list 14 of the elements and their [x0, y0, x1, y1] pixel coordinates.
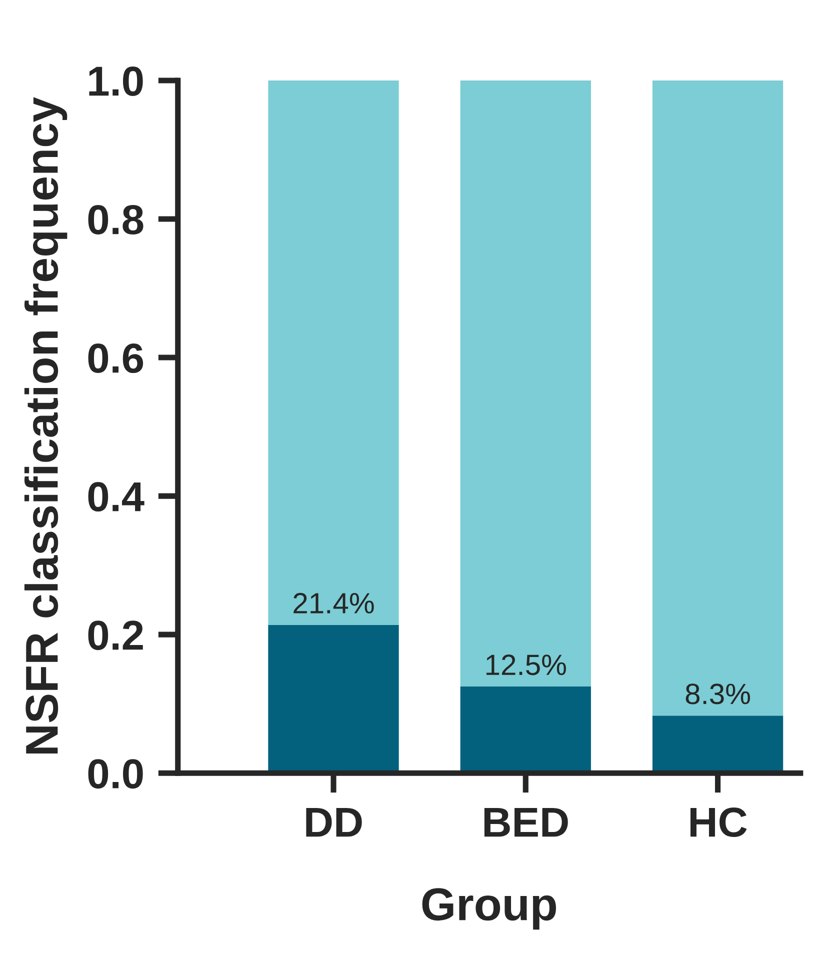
- x-tick-label: DD: [306, 808, 362, 837]
- y-tick-label: 0.6: [88, 344, 144, 374]
- y-tick-label: 0.8: [88, 205, 144, 235]
- data-label: 12.5%: [486, 654, 566, 676]
- x-tick-label: BED: [484, 808, 568, 837]
- y-tick-label: 0.4: [88, 482, 144, 512]
- y-tick-label: 0.2: [88, 620, 143, 650]
- y-tick-label: 1.0: [89, 66, 143, 96]
- x-axis-title: Group: [422, 888, 556, 930]
- y-tick-label: 0.0: [88, 759, 143, 789]
- data-label: 21.4%: [294, 592, 374, 614]
- data-label: 8.3%: [686, 684, 750, 704]
- y-axis-title: NSFR classification frequency: [24, 97, 68, 754]
- x-tick-label: HC: [690, 808, 747, 838]
